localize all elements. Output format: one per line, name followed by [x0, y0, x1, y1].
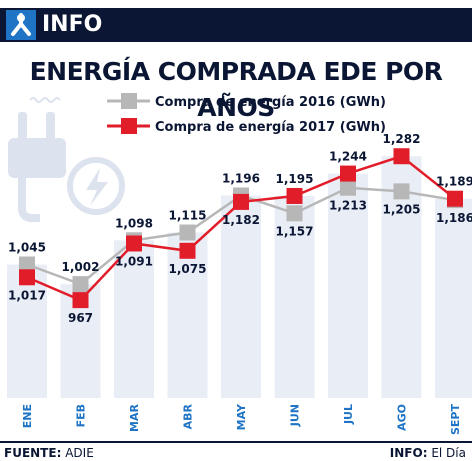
column-bar-jun [274, 195, 315, 398]
data-label-2017-ene: 1,017 [8, 288, 46, 302]
legend-marker-2016 [121, 93, 137, 109]
electric-plug-bolt-icon [8, 97, 125, 222]
point-2017-ago [393, 148, 410, 165]
point-2017-feb [72, 292, 89, 309]
legend-label-2016: Compra de energía 2016 (GWh) [155, 95, 386, 110]
point-2016-feb [72, 276, 89, 293]
chart-title: ENERGÍA COMPRADA EDE POR AÑOS [29, 57, 443, 122]
data-label-2016-feb: 1,002 [62, 260, 100, 274]
column-bar-jul [328, 173, 368, 398]
footer-rule [0, 441, 472, 443]
x-tick-may: MAY [235, 403, 248, 430]
column-bar-may [221, 195, 261, 398]
point-2016-ene [19, 256, 35, 273]
data-label-2017-may: 1,182 [222, 213, 260, 227]
x-tick-mar: MAR [128, 403, 141, 431]
x-tick-feb: FEB [75, 404, 88, 427]
data-label-2016-jun: 1,157 [276, 224, 314, 238]
data-label-2016-mar: 1,098 [115, 216, 153, 230]
x-tick-sept: SEPT [449, 404, 462, 435]
data-label-2016-may: 1,196 [222, 172, 260, 186]
data-label-2016-sept: 1,186 [436, 211, 472, 225]
data-label-2017-ago: 1,282 [383, 132, 421, 146]
x-tick-jun: JUN [289, 404, 302, 427]
tripod-logo-icon [6, 10, 36, 40]
source-label: FUENTE: [4, 446, 62, 460]
x-tick-jul: JUL [342, 404, 355, 425]
point-2017-jul [340, 165, 356, 182]
header-bar: INFO [0, 8, 472, 42]
point-2016-jul [340, 179, 356, 196]
data-label-2016-ago: 1,205 [383, 202, 421, 216]
legend-label-2017: Compra de energía 2017 (GWh) [155, 120, 386, 135]
point-2017-mar [126, 235, 142, 252]
x-tick-abr: ABR [182, 403, 195, 429]
data-label-2016-ene: 1,045 [8, 240, 46, 254]
point-2017-may [233, 193, 249, 210]
column-bar-abr [167, 232, 208, 398]
header-tag: INFO [42, 12, 103, 37]
point-2016-ago [393, 183, 410, 200]
data-label-2017-abr: 1,075 [169, 262, 207, 276]
x-tick-ago: AGO [396, 404, 409, 431]
point-2017-sept [447, 190, 463, 207]
data-label-2016-abr: 1,115 [169, 209, 207, 223]
info-value: El Día [431, 446, 466, 460]
point-2017-ene [19, 269, 35, 286]
point-2016-abr [179, 224, 196, 241]
point-2017-jun [286, 187, 303, 204]
data-label-2016-jul: 1,213 [329, 199, 367, 213]
point-2017-abr [179, 242, 196, 259]
x-tick-ene: ENE [21, 404, 34, 428]
column-bar-ene [7, 264, 47, 398]
source-value: ADIE [65, 446, 94, 460]
column-bar-sept [435, 198, 472, 398]
footer-source: FUENTE: ADIE [4, 446, 94, 460]
point-2016-jun [286, 205, 303, 222]
footer-info: INFO: El Día [390, 446, 466, 460]
legend-marker-2017 [121, 118, 137, 134]
header-background [0, 8, 472, 42]
data-label-2017-jul: 1,244 [329, 150, 367, 164]
data-label-2017-feb: 967 [68, 311, 93, 325]
data-label-2017-sept: 1,189 [436, 175, 472, 189]
data-label-2017-jun: 1,195 [276, 172, 314, 186]
column-bar-mar [114, 240, 154, 398]
data-label-2017-mar: 1,091 [115, 254, 153, 268]
info-label: INFO: [389, 446, 428, 460]
